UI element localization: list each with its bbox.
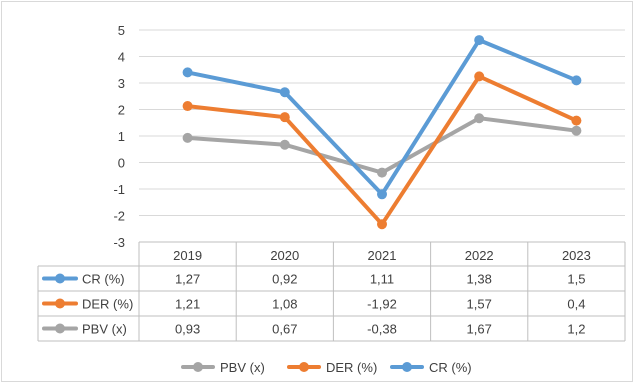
table-cell-value: 1,08 [272,297,297,312]
y-tick-label: 1 [118,129,125,144]
y-tick-label: 2 [118,103,125,118]
legend-marker [299,362,309,372]
data-point [474,35,485,46]
x-category-label: 2023 [562,248,591,263]
table-row-label: PBV (x) [82,322,127,337]
data-point [474,113,485,124]
table-row-label: DER (%) [82,297,133,312]
table-cell-value: 1,5 [567,272,585,287]
table-row-label: CR (%) [82,272,125,287]
table-key-marker [55,323,65,334]
table-cell-value: 0,93 [175,322,200,337]
data-point [474,71,485,82]
table-cell-value: 1,57 [467,297,492,312]
table-cell-value: 1,11 [370,272,394,287]
table-cell-value: 0,67 [272,322,297,337]
table-cell-value: 1,67 [467,322,492,337]
table-cell-value: 1,2 [567,322,585,337]
legend-marker [402,362,412,372]
table-key-marker [55,273,65,284]
data-point [377,189,387,200]
legend-label: DER (%) [326,360,377,375]
y-tick-label: -1 [113,182,125,197]
data-point [571,115,582,126]
data-point [182,67,193,78]
table-cell-value: 1,21 [175,297,200,312]
legend-label: CR (%) [429,360,472,375]
data-point [279,139,290,150]
data-point [571,125,582,136]
table-cell-value: 0,4 [567,297,585,312]
series-line [185,116,579,175]
data-point [571,75,582,86]
y-tick-label: 0 [118,156,125,171]
data-point [279,87,290,98]
table-cell-value: 1,27 [175,272,200,287]
y-tick-label: 4 [118,50,125,65]
legend-label: PBV (x) [220,360,265,375]
y-tick-label: 5 [118,23,125,38]
table-cell-value: -0,38 [367,322,397,337]
data-point [182,132,193,143]
data-point [279,112,290,123]
series-line [185,74,579,227]
table-key-marker [55,298,65,309]
x-category-label: 2019 [173,248,202,263]
data-point [377,167,387,178]
legend-marker [193,362,203,372]
y-tick-label: -3 [113,235,125,250]
x-category-label: 2021 [368,248,397,263]
data-point [182,101,193,112]
y-tick-label: 3 [118,76,125,91]
table-cell-value: -1,92 [367,297,397,312]
table-cell-value: 1,38 [467,272,492,287]
x-category-label: 2020 [270,248,299,263]
x-category-label: 2022 [465,248,494,263]
table-cell-value: 0,92 [272,272,297,287]
data-point [377,219,387,230]
y-tick-label: -2 [113,209,125,224]
